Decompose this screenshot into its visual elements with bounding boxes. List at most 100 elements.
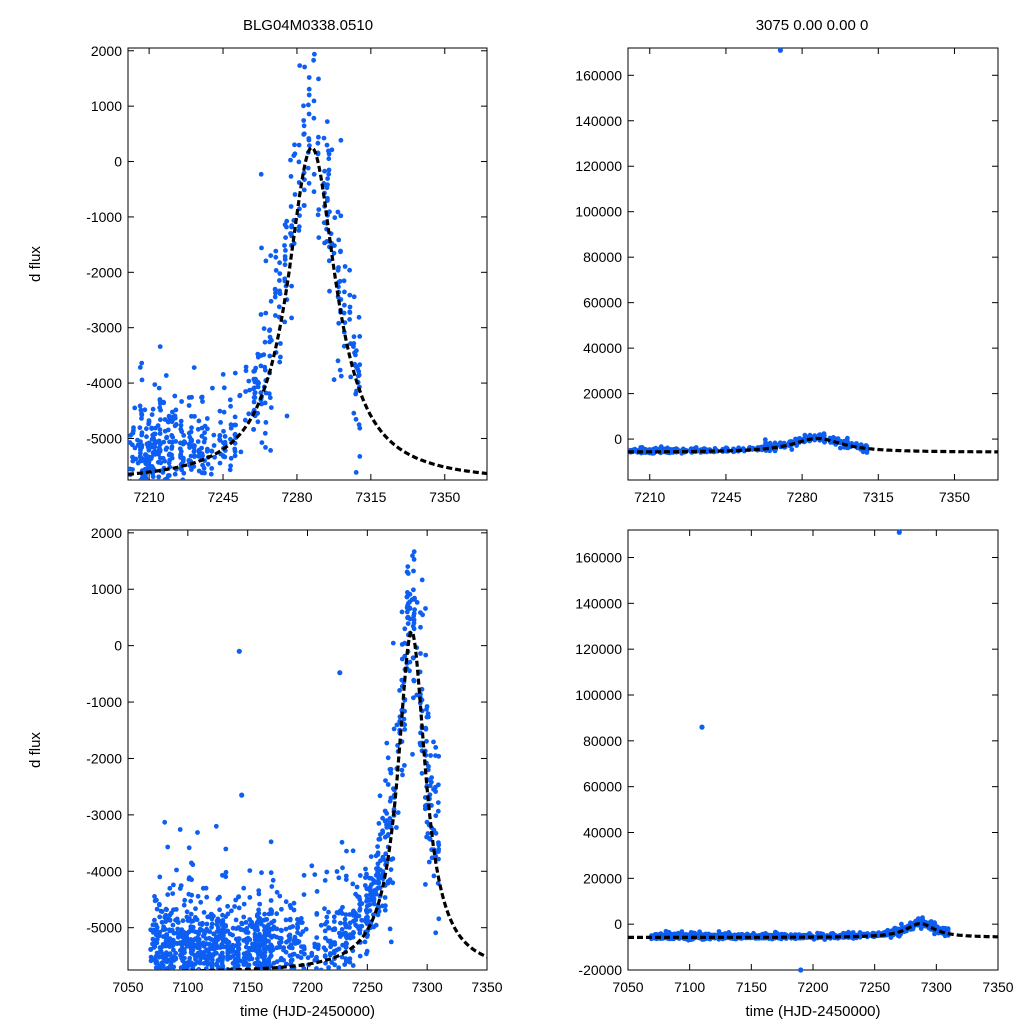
data-point xyxy=(325,176,330,182)
data-point xyxy=(283,899,289,905)
data-point xyxy=(132,405,138,411)
panel-top-right: 0 20000 40000 60000 80000 100000 120000 140000 1… xyxy=(575,47,999,505)
data-point xyxy=(410,553,415,559)
data-point xyxy=(341,278,347,284)
data-point xyxy=(301,872,307,878)
data-point xyxy=(433,930,439,936)
data-point xyxy=(152,431,158,437)
data-point xyxy=(241,901,247,907)
data-point xyxy=(228,455,234,461)
data-point xyxy=(215,937,221,942)
data-point xyxy=(268,253,274,258)
data-point xyxy=(407,591,413,597)
data-point xyxy=(339,839,345,845)
data-point xyxy=(188,438,194,444)
data-point xyxy=(242,417,248,423)
data-point xyxy=(251,399,257,405)
data-point xyxy=(209,448,215,454)
data-point xyxy=(283,235,288,241)
data-point xyxy=(165,957,171,963)
data-point xyxy=(322,953,328,959)
data-point xyxy=(195,426,201,432)
data-point xyxy=(149,412,155,417)
data-point xyxy=(189,394,195,400)
data-point xyxy=(270,877,276,883)
data-point xyxy=(192,448,197,454)
data-point xyxy=(179,399,185,404)
data-point xyxy=(143,478,149,480)
data-point xyxy=(383,903,388,909)
data-point xyxy=(139,377,145,383)
data-point xyxy=(274,926,280,932)
data-point xyxy=(156,474,162,480)
data-point xyxy=(419,577,425,583)
data-point xyxy=(180,455,186,461)
data-point xyxy=(418,651,423,656)
data-point xyxy=(298,916,304,921)
data-point xyxy=(350,848,356,854)
data-point xyxy=(261,326,267,331)
data-point xyxy=(192,936,198,942)
data-point xyxy=(335,358,341,364)
data-point xyxy=(435,808,441,814)
data-point xyxy=(241,955,247,961)
data-point xyxy=(132,445,138,451)
data-point xyxy=(353,352,358,358)
data-point xyxy=(402,626,408,632)
plot-frame xyxy=(627,47,999,481)
data-point xyxy=(347,956,353,962)
data-point xyxy=(367,902,373,908)
data-point xyxy=(274,889,280,895)
data-point xyxy=(411,611,417,616)
data-point xyxy=(198,956,203,962)
data-point xyxy=(402,653,408,659)
data-point xyxy=(342,264,348,269)
data-point xyxy=(140,475,145,480)
data-point xyxy=(182,897,188,903)
data-point xyxy=(227,467,233,473)
data-point xyxy=(163,933,169,939)
data-point xyxy=(218,420,224,425)
data-point xyxy=(357,953,363,959)
data-point xyxy=(276,304,282,310)
data-point xyxy=(180,941,186,947)
data-point xyxy=(236,905,242,911)
data-point xyxy=(174,479,176,480)
data-point xyxy=(203,885,209,891)
y-tick-label: -2000 xyxy=(86,750,122,766)
outlier-point xyxy=(236,648,242,654)
x-tick-label: 7200 xyxy=(292,979,323,995)
x-axis-label: time (HJD-2450000) xyxy=(240,1003,375,1020)
data-point xyxy=(206,951,212,956)
data-point xyxy=(322,168,327,174)
y-tick-label: 2000 xyxy=(91,43,122,59)
data-point xyxy=(223,937,229,943)
data-point xyxy=(292,934,298,940)
data-point xyxy=(171,882,176,888)
data-point xyxy=(268,953,274,959)
data-point xyxy=(273,248,279,254)
data-point xyxy=(410,751,415,757)
data-point xyxy=(339,911,345,916)
data-point xyxy=(411,587,416,593)
y-tick-label: -5000 xyxy=(86,430,122,446)
data-point xyxy=(180,918,186,924)
data-point xyxy=(291,907,297,913)
data-point xyxy=(289,315,294,321)
data-point xyxy=(178,449,184,454)
data-point xyxy=(322,878,328,883)
data-point xyxy=(411,557,417,562)
data-point xyxy=(402,722,408,728)
data-point xyxy=(189,425,194,431)
data-point xyxy=(362,939,368,945)
x-tick-label: 7250 xyxy=(859,979,890,995)
data-point xyxy=(196,453,201,459)
data-point xyxy=(201,439,207,445)
data-point xyxy=(225,950,231,956)
data-point xyxy=(423,726,429,732)
data-point xyxy=(411,695,416,701)
data-point xyxy=(157,965,163,970)
data-point xyxy=(169,455,175,461)
data-point xyxy=(324,869,330,875)
data-point xyxy=(154,925,160,930)
